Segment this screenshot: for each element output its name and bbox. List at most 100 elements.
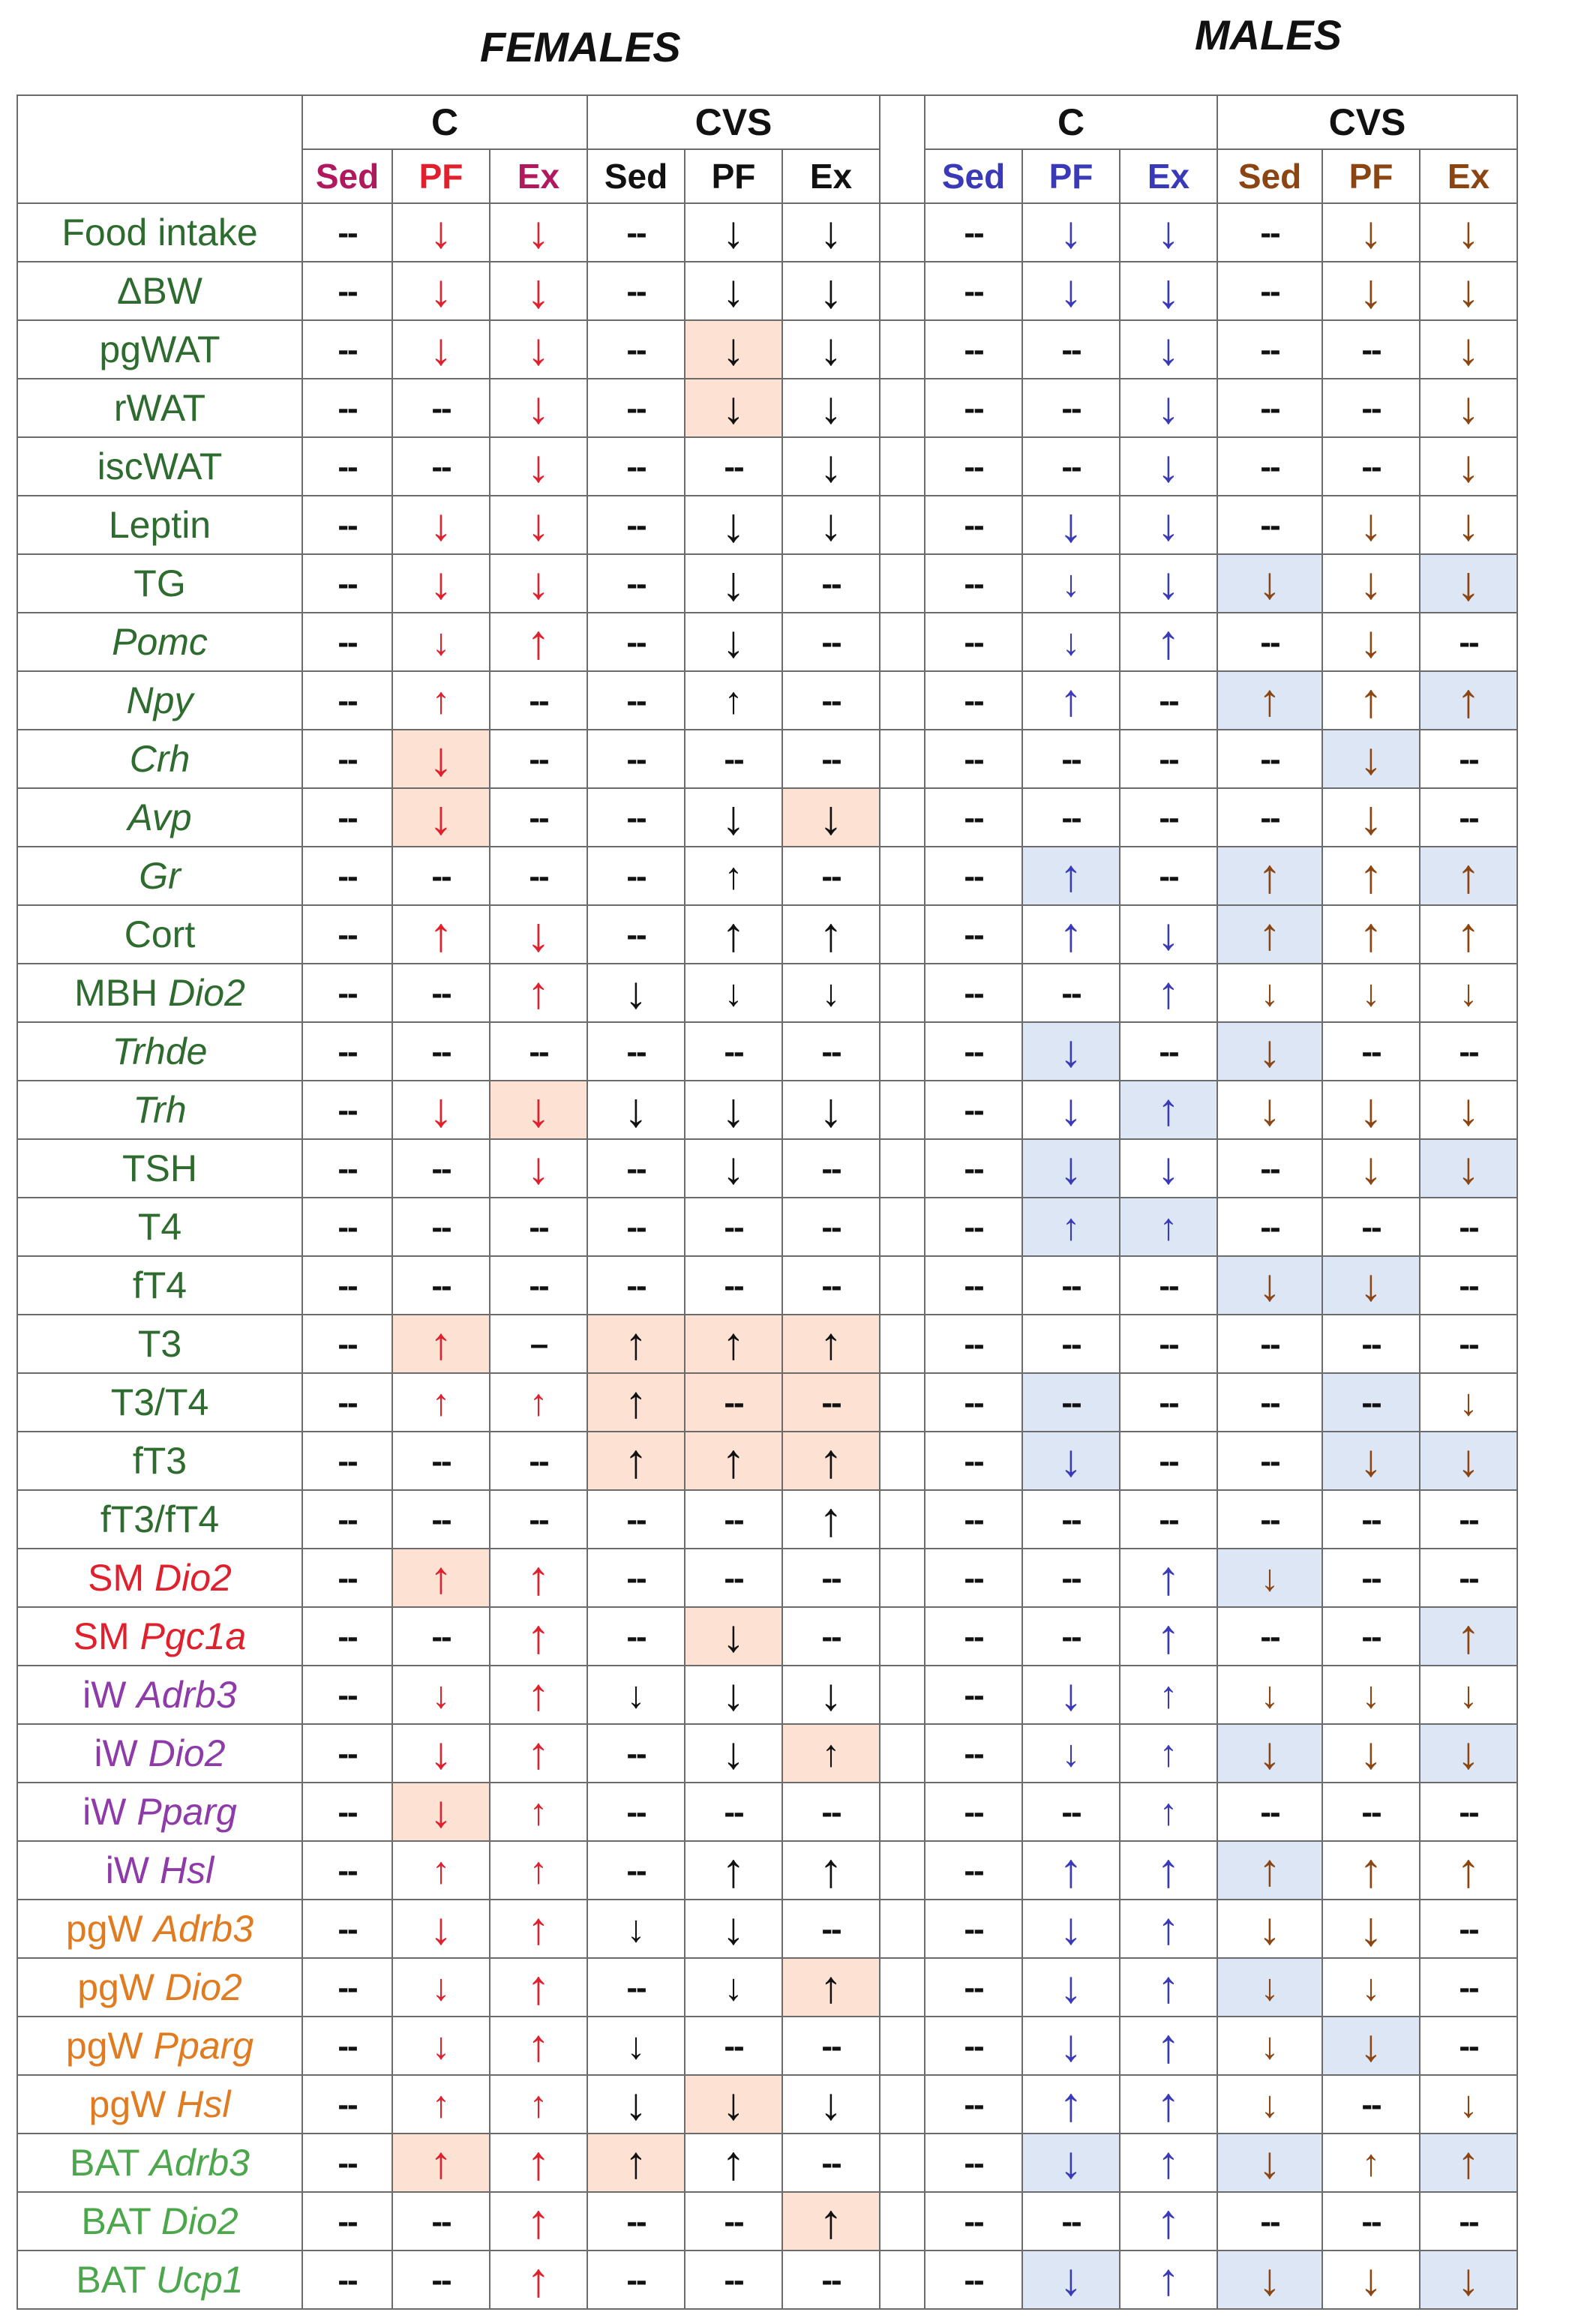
female-cvs-ex-cell: ↓ bbox=[782, 202, 880, 262]
down-arrow-icon: ↓ bbox=[1258, 1260, 1281, 1310]
table-row: ΔBW -- ↓ ↓ -- ↓ ↓ -- ↓ ↓ -- ↓ ↓ bbox=[16, 261, 1518, 321]
male-cvs-ex-cell: -- bbox=[1419, 729, 1518, 789]
corner-cell bbox=[16, 94, 303, 204]
female-c-sed-cell: -- bbox=[302, 1255, 393, 1315]
no-change-dash: -- bbox=[1260, 741, 1280, 778]
down-arrow-icon: ↓ bbox=[1157, 1143, 1180, 1193]
female-cvs-pf-cell: -- bbox=[684, 2191, 783, 2251]
male-c-pf-cell: ↓ bbox=[1022, 612, 1120, 672]
down-arrow-icon: ↓ bbox=[1457, 1435, 1480, 1486]
down-arrow-icon: ↓ bbox=[1060, 265, 1082, 316]
no-change-dash: -- bbox=[964, 975, 984, 1012]
no-change-dash: -- bbox=[964, 1443, 984, 1480]
row-label-gene: Trh bbox=[133, 1089, 187, 1131]
no-change-dash: -- bbox=[1061, 799, 1082, 836]
male-c-ex-cell: ↓ bbox=[1119, 319, 1218, 379]
row-label-prefix: BAT bbox=[70, 2142, 150, 2184]
male-c-ex-cell: ↑ bbox=[1119, 1665, 1218, 1725]
down-arrow-icon: ↓ bbox=[724, 1966, 743, 2008]
male-cvs-ex-cell: ↓ bbox=[1419, 2074, 1518, 2134]
female-cvs-ex-cell: -- bbox=[782, 1138, 880, 1198]
up-arrow-icon: ↑ bbox=[526, 2194, 550, 2248]
up-arrow-icon: ↑ bbox=[1456, 907, 1480, 961]
separator-cell bbox=[879, 1782, 926, 1842]
up-arrow-icon: ↑ bbox=[1159, 1790, 1178, 1833]
down-arrow-icon: ↓ bbox=[429, 790, 453, 844]
down-arrow-icon: ↓ bbox=[431, 1673, 451, 1716]
no-change-dash: -- bbox=[1459, 1326, 1479, 1363]
male-cvs-sed-cell: ↑ bbox=[1216, 1840, 1323, 1900]
table-row: fT4 -- -- -- -- -- -- -- -- -- ↓ ↓ -- bbox=[16, 1255, 1518, 1315]
down-arrow-icon: ↓ bbox=[1258, 2137, 1281, 2188]
no-change-dash: -- bbox=[431, 2203, 452, 2240]
female-c-ex-cell: ↓ bbox=[489, 1138, 588, 1198]
male-c-sed-header: Sed bbox=[924, 148, 1023, 204]
no-change-dash: -- bbox=[821, 2262, 842, 2299]
down-arrow-icon: ↓ bbox=[1157, 324, 1180, 374]
no-change-dash: -- bbox=[964, 799, 984, 836]
down-arrow-icon: ↓ bbox=[527, 558, 550, 608]
up-arrow-icon: ↑ bbox=[820, 1318, 842, 1369]
female-c-pf-cell: ↑ bbox=[392, 1314, 490, 1374]
female-cvs-sed-cell: -- bbox=[586, 2191, 686, 2251]
male-cvs-ex-cell: ↓ bbox=[1419, 202, 1518, 262]
male-cvs-pf-cell: ↑ bbox=[1322, 2133, 1420, 2193]
row-label-prefix: iW bbox=[105, 1849, 160, 1891]
female-cvs-ex-cell: ↓ bbox=[782, 787, 880, 847]
down-arrow-icon: ↓ bbox=[1360, 207, 1382, 257]
male-cvs-pf-cell: ↑ bbox=[1322, 670, 1420, 730]
female-cvs-ex-cell: ↑ bbox=[782, 1314, 880, 1374]
down-arrow-icon: ↓ bbox=[1260, 1966, 1280, 2008]
female-c-sed-cell: -- bbox=[302, 2133, 393, 2193]
male-c-pf-cell: ↓ bbox=[1022, 1723, 1120, 1783]
no-change-dash: -- bbox=[821, 1209, 842, 1246]
down-arrow-icon: ↓ bbox=[1456, 556, 1480, 610]
down-arrow-icon: ↓ bbox=[1060, 2020, 1082, 2071]
row-label: ΔBW bbox=[16, 261, 303, 321]
separator-cell bbox=[879, 612, 926, 672]
row-label: fT3 bbox=[16, 1431, 303, 1491]
male-cvs-pf-cell: ↑ bbox=[1322, 1840, 1420, 1900]
male-cvs-sed-cell: ↓ bbox=[1216, 1957, 1323, 2017]
down-arrow-icon: ↓ bbox=[626, 1907, 646, 1950]
female-c-pf-cell: -- bbox=[392, 1489, 490, 1549]
no-change-dash: -- bbox=[1260, 2203, 1280, 2240]
male-cvs-pf-cell: -- bbox=[1322, 1372, 1420, 1432]
female-cvs-pf-cell: -- bbox=[684, 1255, 783, 1315]
female-c-pf-cell: ↑ bbox=[392, 904, 490, 964]
up-arrow-icon: ↑ bbox=[819, 2194, 843, 2248]
female-cvs-sed-cell: ↓ bbox=[586, 1665, 686, 1725]
female-c-pf-cell: ↓ bbox=[392, 1782, 490, 1842]
female-c-pf-header: PF bbox=[392, 148, 490, 204]
no-change-dash: -- bbox=[1361, 1618, 1382, 1655]
female-cvs-ex-cell: -- bbox=[782, 1197, 880, 1257]
table-row: T3 -- ↑ – ↑ ↑ ↑ -- -- -- -- -- -- bbox=[16, 1314, 1518, 1374]
female-cvs-ex-cell: ↑ bbox=[782, 904, 880, 964]
down-arrow-icon: ↓ bbox=[1360, 2254, 1382, 2305]
female-cvs-pf-cell: ↑ bbox=[684, 1840, 783, 1900]
no-change-dash: -- bbox=[964, 858, 984, 895]
down-arrow-icon: ↓ bbox=[527, 324, 550, 374]
male-c-sed-cell: -- bbox=[924, 1197, 1023, 1257]
female-c-ex-cell: -- bbox=[489, 729, 588, 789]
female-cvs-sed-cell: ↑ bbox=[586, 2133, 686, 2193]
up-arrow-icon: ↑ bbox=[1157, 2137, 1180, 2188]
female-cvs-sed-cell: -- bbox=[586, 2250, 686, 2310]
male-cvs-pf-cell: ↓ bbox=[1322, 1665, 1420, 1725]
no-change-dash: -- bbox=[626, 1618, 646, 1655]
male-cvs-ex-cell: ↑ bbox=[1419, 904, 1518, 964]
male-cvs-sed-cell: -- bbox=[1216, 319, 1323, 379]
table-row: pgW Pparg -- ↓ ↑ ↓ -- -- -- ↓ ↑ ↓ ↓ -- bbox=[16, 2016, 1518, 2076]
female-c-ex-cell: ↑ bbox=[489, 2016, 588, 2076]
female-c-pf-cell: ↓ bbox=[392, 1723, 490, 1783]
no-change-dash: -- bbox=[529, 1033, 549, 1070]
male-c-sed-cell: -- bbox=[924, 1431, 1023, 1491]
no-change-dash: -- bbox=[1459, 1911, 1479, 1948]
down-arrow-icon: ↓ bbox=[1156, 264, 1180, 318]
no-change-dash: -- bbox=[431, 390, 452, 427]
down-arrow-icon: ↓ bbox=[1060, 1903, 1082, 1954]
down-arrow-icon: ↓ bbox=[1157, 382, 1180, 433]
female-cvs-ex-cell: -- bbox=[782, 1782, 880, 1842]
no-change-dash: -- bbox=[821, 624, 842, 661]
no-change-dash: -- bbox=[964, 1033, 984, 1070]
